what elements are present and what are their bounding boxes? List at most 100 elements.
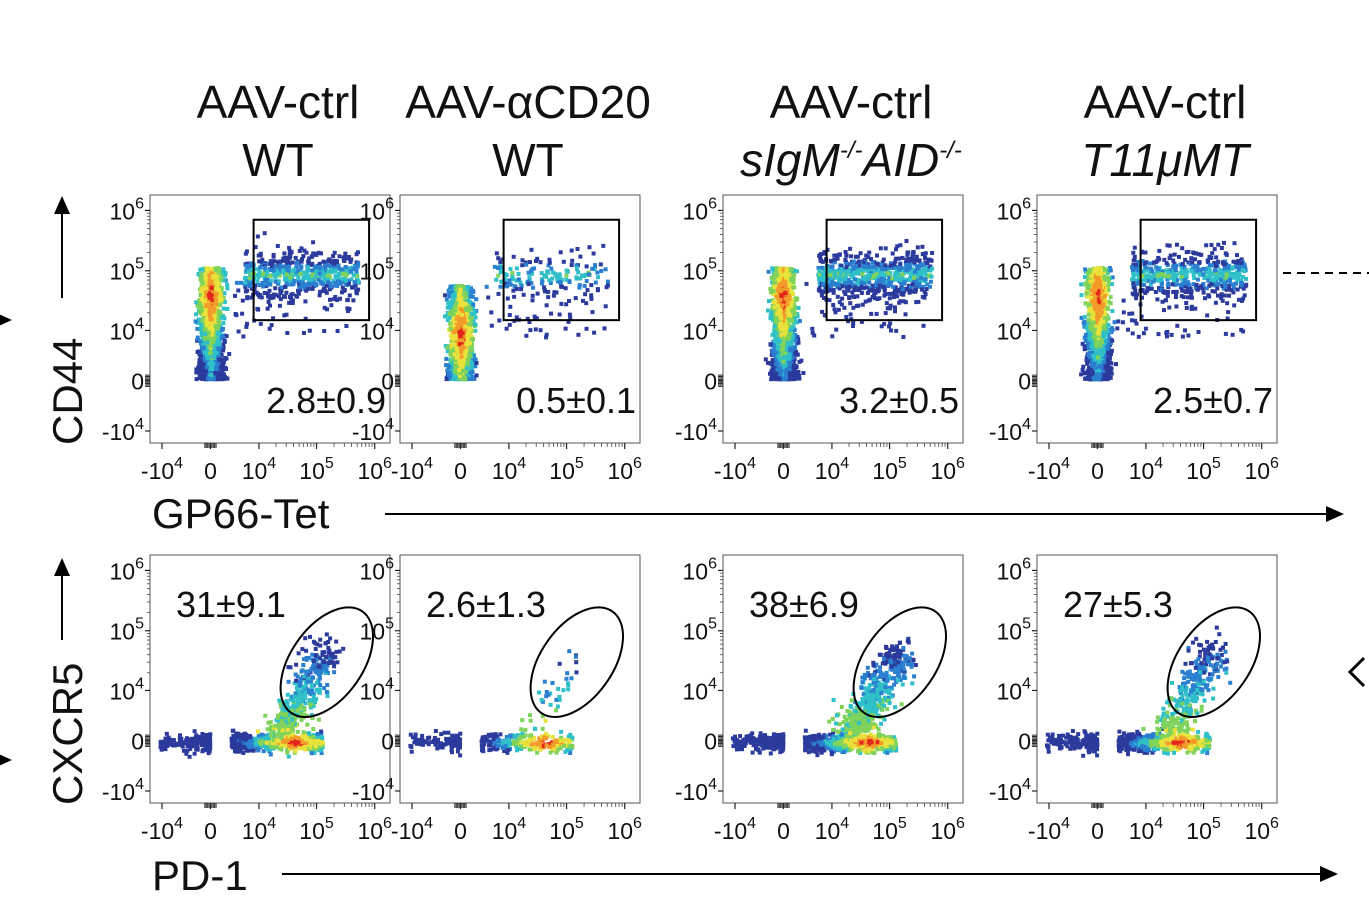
data-point (546, 271, 550, 275)
tick-base: 10 (299, 458, 325, 484)
data-point (498, 260, 502, 264)
data-point (224, 271, 228, 275)
data-point (205, 318, 209, 322)
data-point (297, 285, 301, 289)
data-point (587, 272, 591, 276)
data-point (257, 283, 261, 287)
data-point (206, 356, 210, 360)
data-point (305, 276, 309, 280)
data-point (462, 375, 466, 379)
data-point (448, 322, 452, 326)
data-point (586, 288, 590, 292)
data-point (454, 365, 458, 369)
data-point (194, 319, 198, 323)
data-point (473, 323, 477, 327)
tick-base: 10 (357, 458, 383, 484)
data-point (285, 272, 289, 276)
data-point (205, 366, 209, 370)
data-point (496, 266, 500, 270)
data-point (300, 260, 304, 264)
data-point (245, 322, 249, 326)
data-point (225, 377, 229, 381)
data-point (218, 299, 222, 303)
data-point (239, 281, 243, 285)
data-point (338, 297, 342, 301)
data-point (283, 278, 287, 282)
data-point (203, 351, 207, 355)
data-point (299, 266, 303, 270)
data-point (286, 256, 290, 260)
data-point (211, 276, 215, 280)
data-point (515, 266, 519, 270)
data-point (512, 295, 516, 299)
tick-base: 0 (131, 369, 144, 395)
data-point (342, 255, 346, 259)
data-point (470, 312, 474, 316)
data-point (583, 284, 587, 288)
column-title: AAV-ctrl (770, 76, 933, 128)
data-point (605, 285, 609, 289)
data-point (216, 327, 220, 331)
data-point (318, 290, 322, 294)
data-point (511, 277, 515, 281)
data-point (489, 310, 493, 314)
data-point (508, 305, 512, 309)
data-point (336, 264, 340, 268)
tick-exponent: 4 (174, 455, 183, 472)
data-point (287, 301, 291, 305)
data-point (236, 289, 240, 293)
data-point (345, 306, 349, 310)
data-point (467, 377, 471, 381)
data-point (196, 336, 200, 340)
data-point (606, 280, 610, 284)
data-point (235, 281, 239, 285)
data-point (263, 291, 267, 295)
data-point (261, 285, 265, 289)
data-point (223, 339, 227, 343)
data-point (254, 267, 258, 271)
data-point (539, 328, 543, 332)
data-point (259, 322, 263, 326)
data-point (575, 266, 579, 270)
data-point (245, 296, 249, 300)
data-point (205, 268, 209, 272)
y-tick-label: 104 (110, 315, 145, 344)
data-point (524, 334, 528, 338)
data-point (542, 285, 546, 289)
data-point (208, 314, 212, 318)
data-point (224, 367, 228, 371)
data-point (593, 263, 597, 267)
data-point (466, 358, 470, 362)
x-tick-label: 0 (204, 458, 217, 484)
data-point (317, 251, 321, 255)
data-point (269, 274, 273, 278)
data-point (203, 332, 207, 336)
data-point (512, 255, 516, 259)
data-point (213, 371, 217, 375)
data-point (221, 349, 225, 353)
data-point (318, 293, 322, 297)
data-point (457, 318, 461, 322)
data-point (352, 273, 356, 277)
data-point (449, 303, 453, 307)
data-point (471, 337, 475, 341)
data-point (596, 275, 600, 279)
data-point (208, 351, 212, 355)
data-point (461, 345, 465, 349)
data-point (207, 376, 211, 380)
tick-base: 0 (454, 458, 467, 484)
data-point (210, 361, 214, 365)
data-point (453, 330, 457, 334)
data-point (545, 333, 549, 337)
subtitle-part: sIgM (740, 134, 840, 186)
data-point (471, 303, 475, 307)
data-point (204, 286, 208, 290)
tick-base: 10 (242, 458, 268, 484)
data-point (310, 268, 314, 272)
data-point (260, 258, 264, 262)
data-point (216, 347, 220, 351)
data-point (459, 288, 463, 292)
data-point (351, 298, 355, 302)
data-point (447, 365, 451, 369)
data-point (200, 267, 204, 271)
